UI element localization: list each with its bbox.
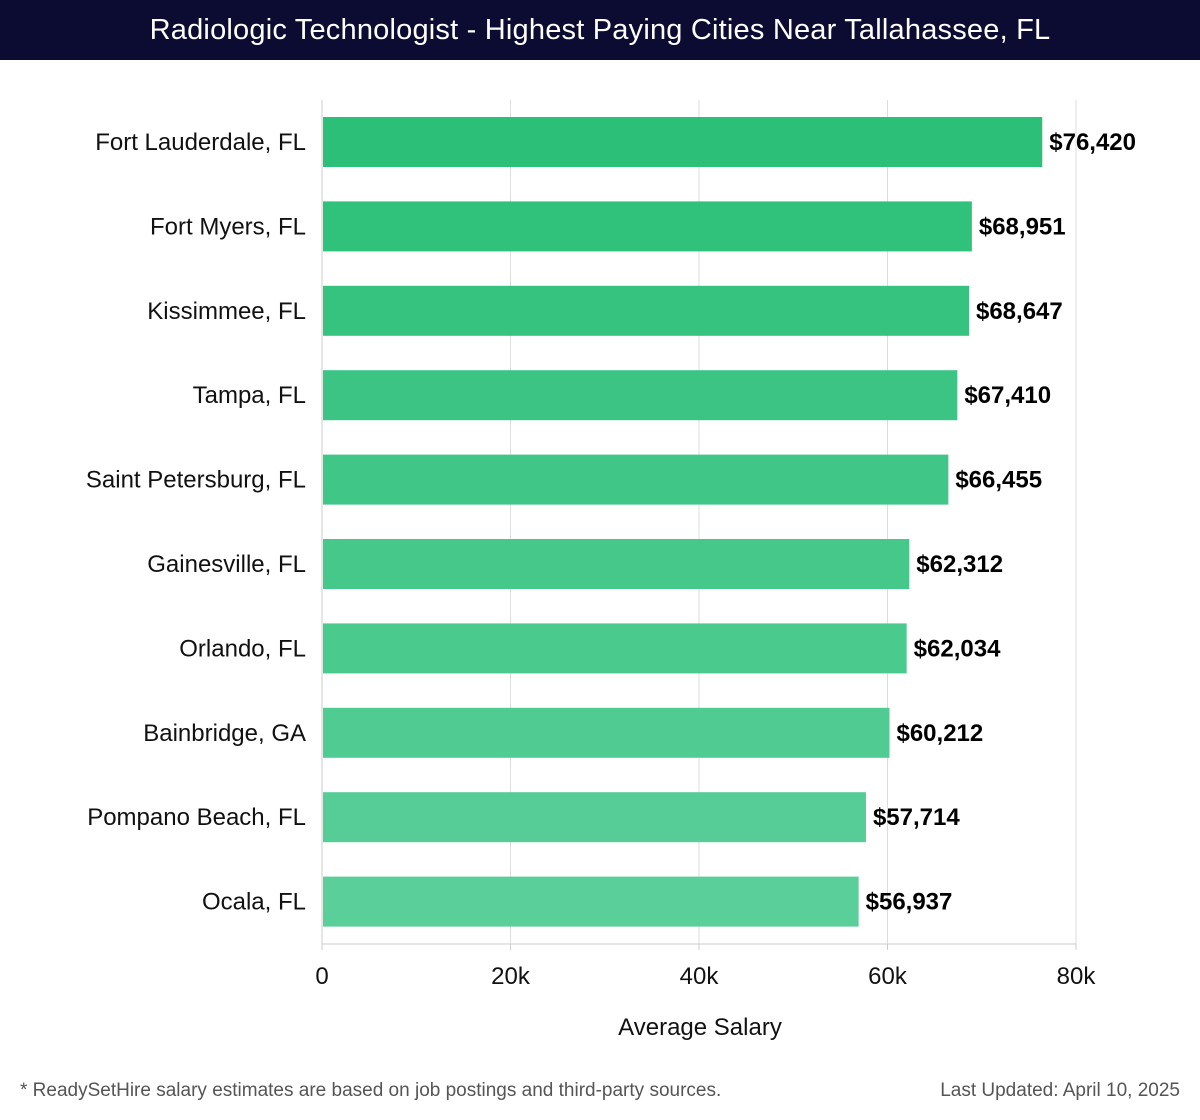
category-label: Orlando, FL xyxy=(179,635,306,662)
bars xyxy=(323,117,1043,927)
category-label: Fort Lauderdale, FL xyxy=(95,129,306,156)
bar xyxy=(323,201,972,252)
category-label: Gainesville, FL xyxy=(147,551,306,578)
bar xyxy=(323,370,958,421)
bar xyxy=(323,117,1043,167)
value-label: $68,647 xyxy=(976,298,1063,325)
x-tick-label: 60k xyxy=(868,963,908,990)
bar xyxy=(323,707,890,758)
value-labels: $76,420 $68,951 $68,647 $67,410 $66,455 $62,3… xyxy=(866,129,1136,916)
bar xyxy=(323,539,910,589)
category-label: Pompano Beach, FL xyxy=(87,804,306,831)
category-labels: Fort Lauderdale, FL Fort Myers, FL Kissimm… xyxy=(86,129,306,916)
value-label: $68,951 xyxy=(979,213,1066,240)
value-label: $67,410 xyxy=(964,382,1051,409)
bar xyxy=(323,792,866,843)
value-label: $66,455 xyxy=(955,467,1042,494)
chart-title: Radiologic Technologist - Highest Paying… xyxy=(0,0,1200,60)
value-label: $57,714 xyxy=(873,804,960,831)
category-label: Kissimmee, FL xyxy=(147,298,306,325)
value-label: $62,312 xyxy=(916,551,1003,578)
category-label: Bainbridge, GA xyxy=(143,720,306,747)
category-label: Ocala, FL xyxy=(202,889,306,916)
category-label: Fort Myers, FL xyxy=(150,213,306,240)
x-tick-label: 20k xyxy=(491,963,531,990)
bar xyxy=(323,285,969,336)
last-updated: Last Updated: April 10, 2025 xyxy=(940,1080,1180,1101)
category-label: Saint Petersburg, FL xyxy=(86,467,306,494)
x-tick-label: 40k xyxy=(680,963,720,990)
x-tick-label: 80k xyxy=(1057,963,1097,990)
x-tick-labels: 0 20k 40k 60k 80k xyxy=(315,963,1096,990)
value-label: $60,212 xyxy=(896,720,983,747)
value-label: $62,034 xyxy=(914,635,1001,662)
x-tick-label: 0 xyxy=(315,963,328,990)
value-label: $76,420 xyxy=(1049,129,1136,156)
footer-note: * ReadySetHire salary estimates are base… xyxy=(20,1080,722,1101)
bar xyxy=(323,623,907,674)
bar xyxy=(323,876,859,927)
x-axis-label: Average Salary xyxy=(618,1014,782,1041)
category-label: Tampa, FL xyxy=(193,382,306,409)
bar xyxy=(323,454,949,505)
value-label: $56,937 xyxy=(866,889,953,916)
